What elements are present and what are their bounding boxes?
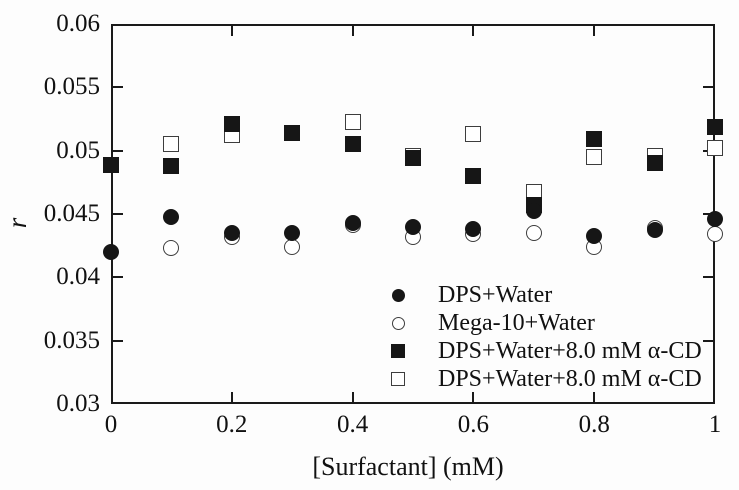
- legend-row: Mega-10+Water: [384, 309, 702, 337]
- data-point-filled-square: [284, 124, 301, 141]
- legend-label: DPS+Water+8.0 mM α-CD: [438, 338, 702, 364]
- legend-marker-open-square-icon: [384, 372, 412, 386]
- data-point-filled-square: [465, 168, 482, 184]
- y-tick-label: 0.055: [43, 73, 100, 101]
- y-tick-left: [113, 149, 123, 152]
- legend-label: Mega-10+Water: [438, 310, 595, 336]
- x-axis-label: [Surfactant] (mM): [312, 452, 504, 481]
- data-point-filled-circle: [707, 211, 723, 228]
- y-tick-label: 0.04: [56, 263, 100, 291]
- data-point-filled-circle: [223, 225, 240, 241]
- x-tick-top: [472, 26, 475, 36]
- open-square-icon: [391, 372, 405, 386]
- x-tick-label: 1: [708, 411, 722, 438]
- y-tick-right: [703, 86, 713, 89]
- x-tick-label: 0.4: [336, 411, 369, 438]
- y-tick-label: 0.03: [56, 390, 100, 417]
- data-point-filled-circle: [344, 214, 361, 231]
- data-point-open-square: [344, 113, 361, 130]
- data-point-filled-circle: [163, 208, 180, 225]
- filled-circle-icon: [391, 288, 405, 302]
- y-tick-label: 0.05: [56, 136, 100, 164]
- legend-row: DPS+Water: [384, 281, 702, 309]
- data-point-filled-square: [586, 131, 603, 148]
- legend-label: DPS+Water+8.0 mM α-CD: [438, 366, 702, 392]
- data-point-filled-square: [103, 156, 119, 173]
- y-tick-left: [113, 339, 123, 342]
- legend-marker-filled-circle-icon: [384, 288, 412, 302]
- open-circle-icon: [391, 316, 405, 330]
- x-tick-bottom: [230, 392, 233, 402]
- y-tick-label: 0.06: [56, 10, 100, 37]
- data-point-open-square: [586, 149, 603, 165]
- data-point-filled-circle: [405, 218, 421, 235]
- x-tick-label: 0.6: [457, 411, 490, 438]
- y-tick-left: [113, 276, 123, 279]
- x-tick-top: [351, 26, 354, 36]
- data-point-open-square: [465, 126, 482, 143]
- data-point-open-circle: [707, 226, 723, 243]
- y-tick-right: [703, 339, 713, 342]
- x-tick-bottom: [351, 392, 354, 402]
- legend-row: DPS+Water+8.0 mM α-CD: [384, 337, 702, 365]
- data-point-open-circle: [284, 238, 301, 255]
- x-tick-top: [593, 26, 596, 36]
- data-point-filled-square: [707, 118, 723, 135]
- x-tick-top: [230, 26, 233, 36]
- data-point-filled-circle: [465, 221, 482, 238]
- y-axis-label: r: [2, 217, 32, 229]
- x-tick-label: 0.2: [216, 411, 248, 438]
- data-point-open-square: [163, 136, 180, 153]
- filled-square-icon: [391, 344, 405, 358]
- x-tick-label: 0.8: [578, 411, 610, 438]
- legend-row: DPS+Water+8.0 mM α-CD: [384, 365, 702, 393]
- legend-label: DPS+Water: [438, 282, 553, 308]
- x-tick-bottom: [593, 392, 596, 402]
- legend-marker-filled-square-icon: [384, 344, 412, 358]
- data-point-filled-square: [223, 116, 240, 133]
- data-point-filled-square: [646, 155, 663, 172]
- legend-marker-open-circle-icon: [384, 316, 412, 330]
- data-point-filled-circle: [284, 225, 301, 241]
- y-tick-left: [113, 213, 123, 215]
- y-tick-label: 0.045: [43, 200, 100, 227]
- data-point-open-circle: [525, 225, 542, 241]
- data-point-open-square: [707, 140, 723, 157]
- data-point-filled-circle: [646, 222, 663, 239]
- y-tick-label: 0.035: [43, 326, 100, 354]
- legend: DPS+Water Mega-10+Water DPS+Water+8.0 mM α…: [384, 281, 702, 393]
- data-point-filled-circle: [525, 203, 542, 220]
- data-point-filled-square: [163, 157, 180, 174]
- data-point-filled-circle: [103, 244, 119, 260]
- y-tick-right: [703, 276, 713, 279]
- data-point-filled-circle: [586, 227, 603, 244]
- y-tick-left: [113, 86, 123, 89]
- data-point-filled-square: [344, 136, 361, 153]
- x-tick-bottom: [472, 392, 475, 402]
- data-point-filled-square: [405, 150, 421, 167]
- data-point-open-circle: [163, 240, 180, 257]
- x-tick-label: 0: [104, 411, 118, 438]
